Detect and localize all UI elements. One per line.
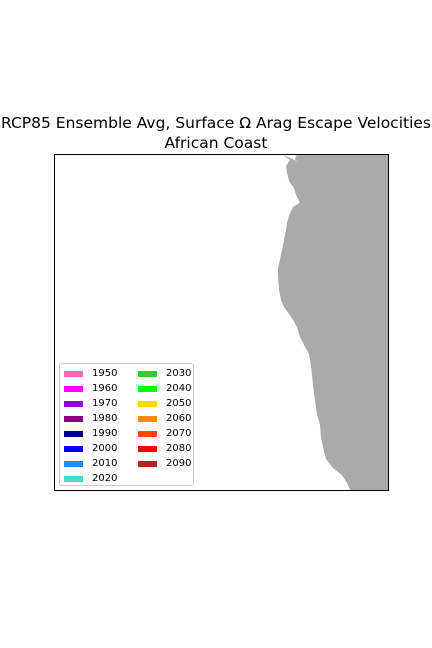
- legend-swatch: [64, 475, 83, 482]
- legend-label: 1950: [92, 368, 118, 379]
- land-mass: [278, 155, 388, 490]
- legend-item-1950: 1950: [64, 366, 117, 381]
- legend-label: 1990: [92, 428, 118, 439]
- legend-item-1990: 1990: [64, 426, 117, 441]
- legend-label: 1970: [92, 398, 118, 409]
- legend-item-2070: 2070: [138, 426, 191, 441]
- legend-item-2010: 2010: [64, 456, 117, 471]
- legend-swatch: [64, 385, 83, 392]
- legend-item-2060: 2060: [138, 411, 191, 426]
- legend-item-2030: 2030: [138, 366, 191, 381]
- legend-item-2000: 2000: [64, 441, 117, 456]
- legend-swatch: [138, 370, 157, 377]
- legend-label: 1960: [92, 383, 118, 394]
- legend-item-2050: 2050: [138, 396, 191, 411]
- legend-swatch: [138, 430, 157, 437]
- legend-label: 2040: [166, 383, 192, 394]
- legend-label: 2080: [166, 443, 192, 454]
- legend-label: 2000: [92, 443, 118, 454]
- legend-label: 2020: [92, 473, 118, 484]
- legend-label: 2050: [166, 398, 192, 409]
- legend-item-1960: 1960: [64, 381, 117, 396]
- legend-swatch: [64, 445, 83, 452]
- legend-label: 2010: [92, 458, 118, 469]
- legend-item-1970: 1970: [64, 396, 117, 411]
- northern-coast-detail: [283, 155, 305, 213]
- legend-swatch: [64, 400, 83, 407]
- legend-item-2020: 2020: [64, 471, 117, 486]
- legend-swatch: [64, 430, 83, 437]
- legend-swatch: [138, 415, 157, 422]
- legend-item-2040: 2040: [138, 381, 191, 396]
- map-subtitle: African Coast: [164, 134, 268, 152]
- legend-swatch: [138, 400, 157, 407]
- legend-swatch: [64, 415, 83, 422]
- legend-label: 2030: [166, 368, 192, 379]
- coastline-map: [278, 155, 388, 490]
- legend-label: 2070: [166, 428, 192, 439]
- legend: 1950 1960 1970 1980 1990 2000 2010 2020 2030 204…: [59, 363, 194, 486]
- legend-column-1: 1950 1960 1970 1980 1990 2000 2010 2020: [64, 366, 117, 486]
- legend-item-1980: 1980: [64, 411, 117, 426]
- legend-swatch: [138, 385, 157, 392]
- legend-label: 2060: [166, 413, 192, 424]
- legend-item-2090: 2090: [138, 456, 191, 471]
- legend-swatch: [138, 460, 157, 467]
- legend-label: 2090: [166, 458, 192, 469]
- legend-column-2: 2030 2040 2050 2060 2070 2080 2090: [138, 366, 191, 471]
- legend-item-2080: 2080: [138, 441, 191, 456]
- legend-swatch: [64, 460, 83, 467]
- legend-swatch: [138, 445, 157, 452]
- legend-swatch: [64, 370, 83, 377]
- map-title: RCP85 Ensemble Avg, Surface Ω Arag Escap…: [0, 114, 432, 132]
- legend-label: 1980: [92, 413, 118, 424]
